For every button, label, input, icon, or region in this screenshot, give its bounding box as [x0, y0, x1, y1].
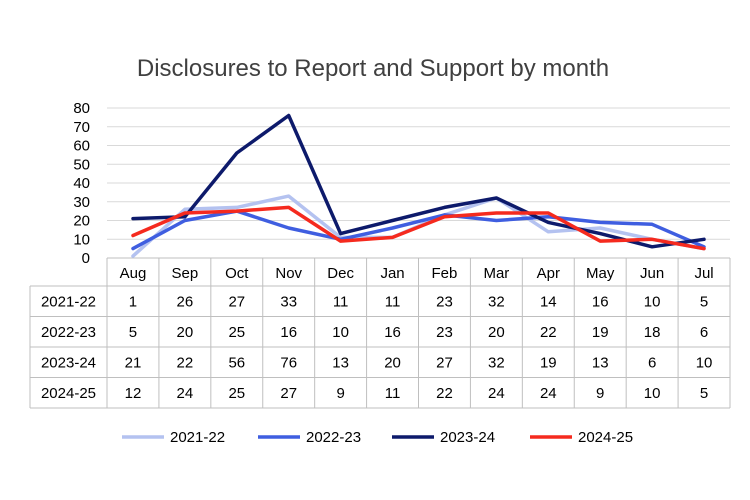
series-line-2022-23 — [131, 209, 706, 251]
table-cell-2023-24-oct: 56 — [228, 354, 245, 371]
table-cell-2022-23-dec: 10 — [332, 324, 349, 341]
table-cell-2022-23-nov: 16 — [280, 324, 297, 341]
y-tick-70: 70 — [73, 119, 90, 136]
x-tick-dec: Dec — [327, 265, 354, 282]
table-cell-2021-22-nov: 33 — [280, 293, 297, 310]
table-cell-2022-23-jan: 16 — [384, 324, 401, 341]
table-row-label-2022-23: 2022-23 — [41, 324, 96, 341]
x-tick-feb: Feb — [432, 265, 458, 282]
table-cell-2021-22-mar: 32 — [488, 293, 505, 310]
y-tick-60: 60 — [73, 138, 90, 155]
table-cell-2024-25-sep: 24 — [177, 385, 194, 402]
y-tick-0: 0 — [82, 250, 90, 267]
x-tick-aug: Aug — [120, 265, 147, 282]
table-cell-2021-22-oct: 27 — [228, 293, 245, 310]
table-cell-2022-23-apr: 22 — [540, 324, 557, 341]
table-cell-2023-24-apr: 19 — [540, 354, 557, 371]
table-cell-2023-24-mar: 32 — [488, 354, 505, 371]
table-cell-2023-24-nov: 76 — [280, 354, 297, 371]
table-cell-2022-23-sep: 20 — [177, 324, 194, 341]
table-cell-2024-25-apr: 24 — [540, 385, 557, 402]
x-tick-oct: Oct — [225, 265, 249, 282]
table-cell-2024-25-aug: 12 — [125, 385, 142, 402]
x-tick-nov: Nov — [275, 265, 302, 282]
table-cell-2021-22-jun: 10 — [644, 293, 661, 310]
legend: 2021-22 2022-23 2023-24 2024-25 — [122, 429, 633, 446]
table-cell-2021-22-jul: 5 — [700, 293, 708, 310]
table-cell-2023-24-aug: 21 — [125, 354, 142, 371]
table-cell-2023-24-feb: 27 — [436, 354, 453, 371]
y-tick-80: 80 — [73, 100, 90, 117]
table-cell-2024-25-mar: 24 — [488, 385, 505, 402]
table-cell-2021-22-dec: 11 — [333, 293, 349, 310]
table-cell-2021-22-sep: 26 — [177, 293, 194, 310]
table-cell-2022-23-oct: 25 — [228, 324, 245, 341]
table-cell-2021-22-may: 16 — [592, 293, 609, 310]
legend-label-2021-22: 2021-22 — [170, 429, 225, 446]
table-cell-2024-25-jan: 11 — [385, 385, 401, 402]
table-cell-2022-23-jun: 18 — [644, 324, 661, 341]
table-row-label-2023-24: 2023-24 — [41, 354, 96, 371]
table-cell-2023-24-jun: 6 — [648, 354, 656, 371]
table-cell-2022-23-may: 19 — [592, 324, 609, 341]
y-tick-20: 20 — [73, 213, 90, 230]
y-tick-40: 40 — [73, 175, 90, 192]
table-cell-2023-24-jul: 10 — [696, 354, 713, 371]
table-cell-2024-25-jul: 5 — [700, 385, 708, 402]
table-cell-2023-24-sep: 22 — [177, 354, 194, 371]
table-cell-2023-24-dec: 13 — [332, 354, 349, 371]
legend-label-2023-24: 2023-24 — [440, 429, 495, 446]
gridlines — [107, 107, 730, 240]
x-tick-mar: Mar — [483, 265, 509, 282]
legend-label-2024-25: 2024-25 — [578, 429, 633, 446]
table-cell-2023-24-jan: 20 — [384, 354, 401, 371]
table-cell-2024-25-feb: 22 — [436, 385, 453, 402]
table-cell-2024-25-may: 9 — [596, 385, 604, 402]
x-tick-may: May — [586, 265, 615, 282]
series-lines — [131, 113, 706, 258]
table-cell-2021-22-feb: 23 — [436, 293, 453, 310]
data-table-grid — [29, 257, 731, 409]
table-cell-2021-22-jan: 11 — [385, 293, 401, 310]
table-cell-2024-25-dec: 9 — [336, 385, 344, 402]
x-tick-sep: Sep — [172, 265, 199, 282]
table-cell-2022-23-feb: 23 — [436, 324, 453, 341]
table-cell-2023-24-may: 13 — [592, 354, 609, 371]
category-labels: Aug Sep Oct Nov Dec Jan Feb Mar Apr May Jun Jul — [120, 265, 714, 282]
table-row-label-2024-25: 2024-25 — [41, 385, 96, 402]
chart-title: Disclosures to Report and Support by mon… — [137, 55, 609, 82]
table-cell-2022-23-jul: 6 — [700, 324, 708, 341]
table-cell-2024-25-nov: 27 — [280, 385, 297, 402]
series-line-2024-25 — [131, 205, 706, 251]
table-cell-2021-22-aug: 1 — [129, 293, 137, 310]
y-tick-10: 10 — [73, 231, 90, 248]
x-tick-apr: Apr — [537, 265, 560, 282]
table-cell-2024-25-oct: 25 — [228, 385, 245, 402]
y-tick-30: 30 — [73, 194, 90, 211]
series-line-2023-24 — [131, 113, 706, 249]
legend-label-2022-23: 2022-23 — [306, 429, 361, 446]
table-cell-2022-23-mar: 20 — [488, 324, 505, 341]
table-cell-2022-23-aug: 5 — [129, 324, 137, 341]
table-row-label-2021-22: 2021-22 — [41, 293, 96, 310]
table-cell-2021-22-apr: 14 — [540, 293, 557, 310]
x-tick-jan: Jan — [380, 265, 404, 282]
x-tick-jul: Jul — [694, 265, 713, 282]
table-cell-2024-25-jun: 10 — [644, 385, 661, 402]
y-tick-50: 50 — [73, 156, 90, 173]
x-tick-jun: Jun — [640, 265, 664, 282]
